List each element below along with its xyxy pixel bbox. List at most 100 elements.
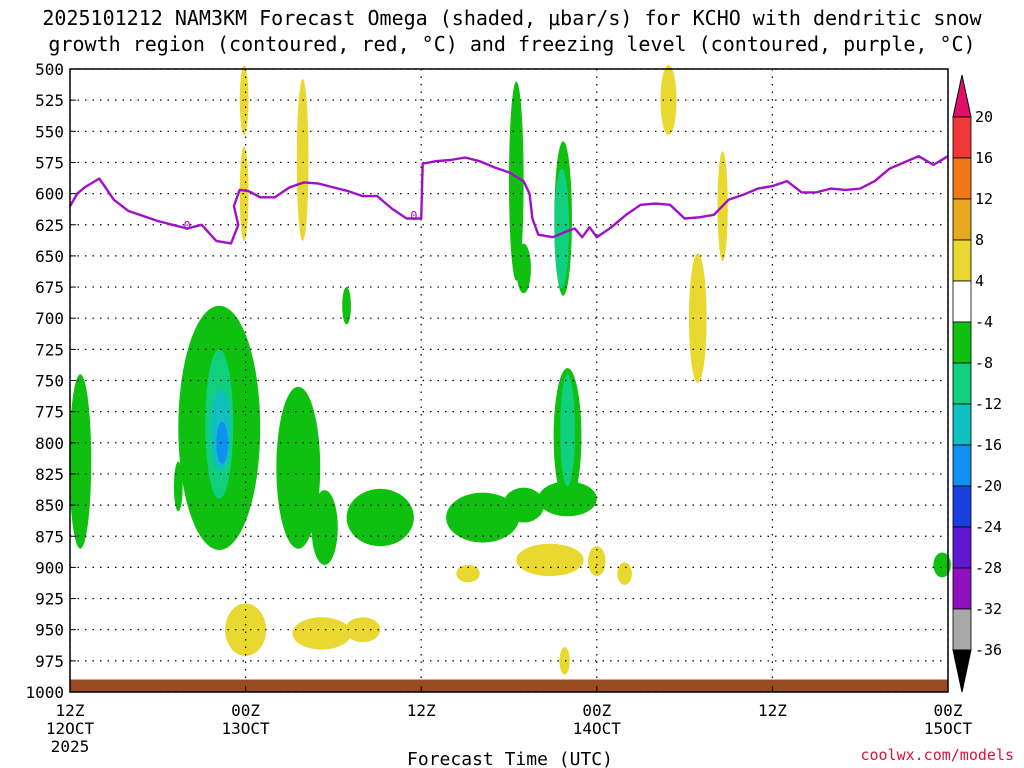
x-tick-label-0-2: 12OCT [46,719,95,738]
x-tick-label-60-1: 00Z [934,701,963,720]
colorbar-label--12: -12 [975,395,1002,413]
y-tick-label-550: 550 [35,122,64,141]
x-tick-label-0-1: 12Z [56,701,85,720]
y-tick-label-800: 800 [35,434,64,453]
x-tick-label-60-2: 15OCT [924,719,973,738]
omega-region-30 [554,168,569,289]
omega-region-0 [239,65,249,136]
colorbar-box-4 [952,239,972,282]
y-tick-label-875: 875 [35,527,64,546]
omega-region-9 [456,564,480,583]
colorbar-label-12: 12 [975,190,993,208]
omega-region-12 [617,562,632,585]
y-tick-label-500: 500 [35,60,64,79]
y-tick-label-725: 725 [35,340,64,359]
colorbar-label-4: 4 [975,272,984,290]
y-tick-label-975: 975 [35,652,64,671]
ground-surface [70,679,948,692]
colorbar-label--28: -28 [975,559,1002,577]
colorbar-label-16: 16 [975,149,993,167]
omega-shading [69,65,951,675]
colorbar-box-13 [952,608,972,651]
omega-region-3 [660,65,677,136]
colorbar-box-5 [952,280,972,323]
colorbar-box-7 [952,362,972,405]
x-tick-label-36-1: 00Z [582,701,611,720]
omega-region-27 [173,461,183,512]
y-tick-label-625: 625 [35,216,64,235]
omega-region-1 [239,146,249,241]
colorbar-label--20: -20 [975,477,1002,495]
x-tick-label-0-3: 2025 [51,737,90,756]
omega-region-28 [933,552,951,578]
freezing-level-label-1: 0 [410,209,417,223]
y-tick-label-575: 575 [35,153,64,172]
colorbar-box-8 [952,403,972,446]
y-tick-label-775: 775 [35,403,64,422]
credit-text: coolwx.com/models [860,746,1014,764]
omega-region-14 [69,374,92,549]
y-tick-label-850: 850 [35,496,64,515]
y-tick-label-925: 925 [35,590,64,609]
colorbar-label--36: -36 [975,641,1002,659]
y-tick-label-950: 950 [35,621,64,640]
omega-region-10 [516,543,584,577]
y-tick-label-525: 525 [35,91,64,110]
y-tick-label-900: 900 [35,558,64,577]
colorbar-box-3 [952,198,972,241]
colorbar-box-6 [952,321,972,364]
colorbar: 20 16 12 8 4 -4 -8 -12 -16 -20 -24 -28 -32 -36 [952,74,1002,693]
colorbar-box-12 [952,567,972,610]
y-axis-ticks: 500 525 550 575 600 625 650 675 700 725 750 775 800 8… [25,60,76,702]
x-tick-label-12-2: 13OCT [222,719,271,738]
omega-region-33 [216,421,229,464]
y-tick-label-825: 825 [35,465,64,484]
x-tick-label-48-1: 12Z [758,701,787,720]
y-tick-label-1000: 1000 [25,683,64,702]
omega-region-13 [559,647,570,675]
x-tick-label-36-2: 14OCT [573,719,622,738]
omega-region-2 [296,78,309,241]
omega-region-26 [342,287,351,325]
y-tick-label-700: 700 [35,309,64,328]
y-tick-label-650: 650 [35,247,64,266]
omega-region-24 [516,243,531,294]
colorbar-label-8: 8 [975,231,984,249]
colorbar-label--16: -16 [975,436,1002,454]
omega-region-7 [292,617,351,650]
ground-strip [70,679,948,692]
colorbar-label--24: -24 [975,518,1002,536]
omega-region-16 [276,386,321,549]
x-tick-label-24-1: 12Z [407,701,436,720]
y-tick-label-675: 675 [35,278,64,297]
colorbar-top-arrow [952,74,972,118]
colorbar-label--8: -8 [975,354,993,372]
colorbar-label--32: -32 [975,600,1002,618]
colorbar-box-11 [952,526,972,569]
omega-region-11 [588,546,606,577]
chart-title-line1: 2025101212 NAM3KM Forecast Omega (shaded… [42,6,982,30]
omega-region-18 [346,488,414,547]
colorbar-label--4: -4 [975,313,993,331]
x-axis-label: Forecast Time (UTC) [407,749,613,768]
y-tick-label-600: 600 [35,185,64,204]
colorbar-box-10 [952,485,972,528]
freezing-level-contour: 00 [68,154,949,245]
y-tick-label-750: 750 [35,372,64,391]
colorbar-box-9 [952,444,972,487]
omega-region-17 [311,490,338,565]
x-tick-label-12-1: 00Z [231,701,260,720]
chart-title-line2: growth region (contoured, red, °C) and f… [48,32,976,56]
colorbar-box-2 [952,157,972,200]
colorbar-bottom-arrow [952,649,972,693]
omega-region-20 [503,487,545,523]
colorbar-box-1 [952,116,972,159]
freezing-level-line [68,154,949,245]
omega-region-5 [688,253,707,383]
omega-region-6 [225,603,267,656]
colorbar-label-20: 20 [975,108,993,126]
omega-region-19 [446,492,520,543]
freezing-level-label-0: 0 [183,219,190,233]
